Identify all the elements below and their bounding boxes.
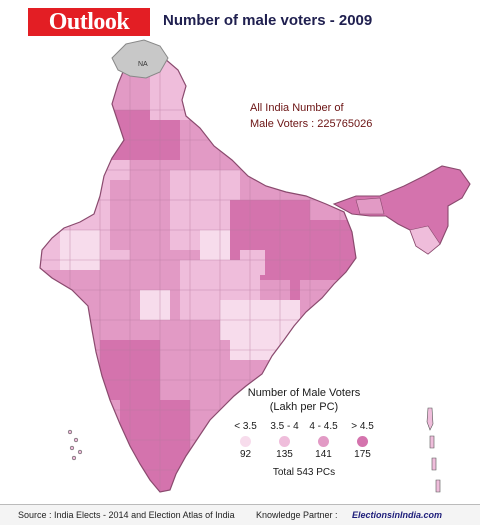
legend-items: < 3.5 92 3.5 - 4 135 4 - 4.5 141 > 4.5 1… — [226, 420, 382, 462]
legend-swatch — [357, 435, 368, 447]
legend-count: 92 — [239, 449, 252, 460]
legend-count: 135 — [276, 449, 293, 460]
partner-logo: ElectionsinIndia.com — [352, 510, 443, 520]
legend-title: Number of Male Voters — [247, 387, 361, 399]
outlook-logo: Outlook — [28, 8, 150, 36]
legend-total: Total 543 PCs — [272, 467, 336, 478]
legend-item-4-to-4-5: 4 - 4.5 141 — [304, 420, 343, 462]
legend-count: 141 — [315, 449, 332, 460]
legend-category-label: 3.5 - 4 — [270, 421, 299, 432]
legend-subtitle: (Lakh per PC) — [269, 401, 339, 413]
lakshadweep-islands — [67, 429, 83, 461]
legend-count: 175 — [354, 449, 371, 460]
na-label: NA — [138, 61, 148, 68]
legend-swatch — [240, 435, 251, 447]
legend-swatch — [279, 435, 290, 447]
legend-category-label: 4 - 4.5 — [309, 421, 338, 432]
mainland-india — [39, 51, 357, 493]
legend-item-lt-3-5: < 3.5 92 — [226, 420, 265, 462]
legend-category-label: > 4.5 — [351, 421, 374, 432]
legend-swatch — [318, 435, 329, 447]
legend: Number of Male Voters (Lakh per PC) < 3.… — [226, 386, 382, 478]
na-region — [111, 39, 169, 79]
all-india-total: All India Number of Male Voters : 225765… — [250, 100, 372, 132]
map-title: Number of male voters - 2009 — [163, 12, 373, 29]
legend-item-gt-4-5: > 4.5 175 — [343, 420, 382, 462]
andaman-islands — [426, 407, 441, 493]
northeast-region — [332, 165, 471, 255]
source-credit: Source : India Elects - 2014 and Electio… — [18, 510, 235, 520]
total-label: All India Number of — [250, 102, 344, 114]
total-value: Male Voters : 225765026 — [250, 118, 373, 130]
footer: Source : India Elects - 2014 and Electio… — [0, 504, 480, 525]
legend-category-label: < 3.5 — [234, 421, 257, 432]
partner-label: Knowledge Partner : — [256, 510, 338, 520]
legend-item-3-5-to-4: 3.5 - 4 135 — [265, 420, 304, 462]
